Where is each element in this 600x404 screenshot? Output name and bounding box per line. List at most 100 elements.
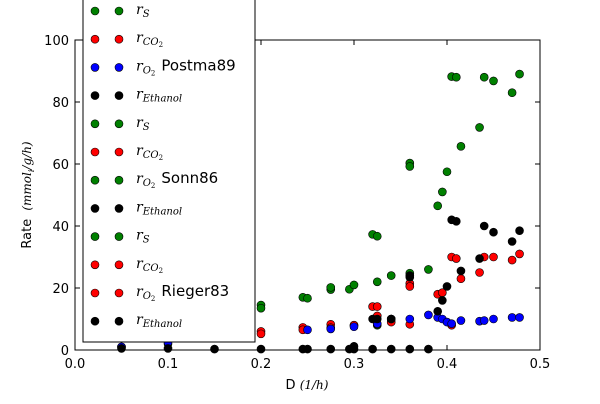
data-point — [507, 88, 517, 97]
legend-label: rCO2 — [136, 30, 163, 49]
y-tick-label: 80 — [52, 96, 69, 111]
data-point — [405, 344, 415, 354]
legend-entry: rS — [90, 228, 150, 246]
legend-marker — [114, 63, 124, 72]
data-point — [386, 314, 396, 324]
data-point — [368, 344, 377, 354]
x-tick-label: 0.0 — [65, 357, 86, 372]
data-point — [372, 302, 382, 311]
data-point — [479, 221, 489, 231]
data-point — [386, 271, 396, 280]
legend-entry: rS — [90, 2, 150, 20]
legend-marker — [114, 147, 124, 157]
legend-marker — [90, 147, 100, 157]
legend-marker — [114, 288, 124, 298]
data-point — [326, 283, 336, 292]
legend-entry: rEthanol — [90, 312, 182, 330]
data-point — [424, 310, 433, 320]
plot-frame — [74, 39, 541, 351]
data-point — [326, 344, 336, 354]
x-axis-unit: (1/h) — [300, 378, 329, 392]
legend-entry: rO2 Rieger83 — [90, 282, 229, 303]
legend-marker — [114, 232, 124, 241]
data-point — [372, 231, 382, 241]
legend-marker — [114, 260, 124, 270]
legend-entries: rS rCO2 rO2 Postma89 rEthanol rS rCO2 rO2 Sonn86… — [90, 2, 236, 330]
data-point — [117, 344, 126, 353]
data-point — [489, 76, 498, 86]
data-point — [507, 255, 517, 265]
y-axis-unit: (mmol — [20, 172, 34, 211]
legend-marker — [90, 91, 100, 100]
data-point — [515, 69, 524, 79]
legend-label: rO2 Rieger83 — [136, 282, 229, 303]
data-point — [515, 226, 524, 235]
legend-label: rCO2 — [136, 256, 163, 275]
legend-entry: rO2 Sonn86 — [90, 169, 218, 190]
x-tick-label: 0.3 — [344, 357, 365, 372]
legend-marker — [90, 316, 100, 326]
y-tick-label: 0 — [61, 344, 69, 359]
data-point — [507, 237, 517, 246]
legend-label: rEthanol — [136, 312, 182, 330]
data-point — [475, 254, 484, 263]
legend-marker — [114, 6, 124, 16]
axis-ticks — [74, 39, 541, 351]
data-point — [451, 72, 461, 82]
data-point — [405, 272, 415, 282]
y-axis-unit-sub: i — [27, 169, 36, 172]
legend-entry: rO2 Postma89 — [90, 56, 236, 77]
data-point — [349, 322, 359, 332]
legend-marker — [90, 34, 100, 44]
y-axis-label: Rate (mmoli/g/h) — [20, 141, 36, 249]
data-point — [372, 314, 382, 324]
axis-tick-labels: 0.0 0.1 0.2 0.3 0.4 0.5 0 20 40 60 80 100 — [44, 34, 550, 372]
data-point — [424, 344, 433, 354]
data-point — [489, 314, 498, 324]
data-point — [303, 293, 312, 303]
data-point — [475, 268, 484, 277]
y-tick-label: 60 — [52, 158, 69, 173]
legend-label: rCO2 — [136, 143, 163, 162]
data-point — [372, 277, 382, 287]
data-point — [489, 252, 498, 262]
legend-entry: rEthanol — [90, 199, 182, 217]
data-points — [117, 69, 524, 354]
legend-label: rEthanol — [136, 199, 182, 217]
legend-box — [82, 0, 256, 343]
legend-marker — [114, 91, 124, 100]
data-point — [256, 329, 266, 339]
data-point — [405, 282, 415, 291]
x-axis-label-text: D — [286, 378, 296, 393]
data-point — [433, 306, 443, 316]
y-axis-unit-tail: /g/h) — [20, 141, 34, 170]
data-point — [456, 316, 466, 325]
data-point — [456, 266, 466, 276]
x-tick-label: 0.5 — [530, 357, 551, 372]
x-tick-label: 0.4 — [437, 357, 458, 372]
y-tick-label: 100 — [44, 34, 69, 49]
data-point — [456, 274, 466, 284]
data-point — [442, 282, 452, 291]
legend-marker — [114, 316, 124, 326]
legend-marker — [90, 260, 100, 270]
data-point — [438, 187, 447, 197]
data-point — [405, 162, 415, 171]
y-tick-label: 20 — [52, 282, 69, 297]
legend-entry: rCO2 — [90, 256, 163, 275]
x-tick-label: 0.1 — [158, 357, 179, 372]
data-point — [515, 313, 524, 322]
legend-entry: rEthanol — [90, 87, 182, 105]
data-point — [349, 280, 359, 290]
data-point — [433, 201, 443, 211]
x-tick-label: 0.2 — [251, 357, 272, 372]
legend-marker — [90, 6, 100, 16]
legend-marker — [90, 119, 100, 129]
data-point — [303, 344, 312, 354]
legend-marker — [114, 175, 124, 185]
legend-label: rEthanol — [136, 87, 182, 105]
data-point — [438, 296, 447, 305]
data-point — [507, 313, 517, 322]
data-point — [451, 254, 461, 263]
legend-marker — [114, 119, 124, 129]
